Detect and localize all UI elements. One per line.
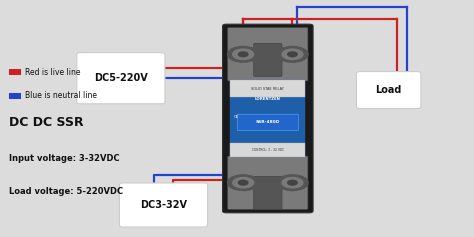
Circle shape [233,49,254,59]
Text: Load voltage: 5-220VDC: Load voltage: 5-220VDC [9,187,124,196]
Bar [9,69,21,75]
FancyBboxPatch shape [230,80,305,157]
FancyBboxPatch shape [228,156,308,209]
Circle shape [277,175,308,191]
Circle shape [238,180,248,185]
Text: SOLID STAE RELAY: SOLID STAE RELAY [251,87,284,91]
Circle shape [288,180,297,185]
Circle shape [277,46,308,62]
Text: Load: Load [375,85,402,95]
Text: LORENTZEN: LORENTZEN [255,97,281,101]
Circle shape [238,52,248,57]
Text: DC DC SSR: DC DC SSR [9,116,84,129]
Text: DC3-32V: DC3-32V [140,200,187,210]
FancyBboxPatch shape [254,43,282,77]
Text: Blue is neutral line: Blue is neutral line [25,91,97,100]
Text: Red is live line: Red is live line [25,68,80,77]
Circle shape [282,49,303,59]
Text: DC5-220V: DC5-220V [94,73,148,83]
Circle shape [233,178,254,188]
Bar [230,80,305,97]
Text: SSR-480D: SSR-480D [255,120,280,124]
FancyBboxPatch shape [119,183,208,227]
Text: Input voltage: 3-32VDC: Input voltage: 3-32VDC [9,154,120,163]
FancyBboxPatch shape [237,114,299,130]
FancyBboxPatch shape [222,24,313,213]
Circle shape [288,52,297,57]
FancyBboxPatch shape [254,176,282,210]
Text: CE: CE [234,115,239,119]
FancyBboxPatch shape [77,53,165,104]
FancyBboxPatch shape [228,28,308,81]
Bar [9,93,21,99]
Circle shape [228,46,259,62]
Circle shape [282,178,303,188]
FancyBboxPatch shape [356,72,421,109]
Circle shape [228,175,259,191]
Bar [230,143,305,157]
Text: CONTROL: 3 - 32 VDC: CONTROL: 3 - 32 VDC [252,148,284,152]
